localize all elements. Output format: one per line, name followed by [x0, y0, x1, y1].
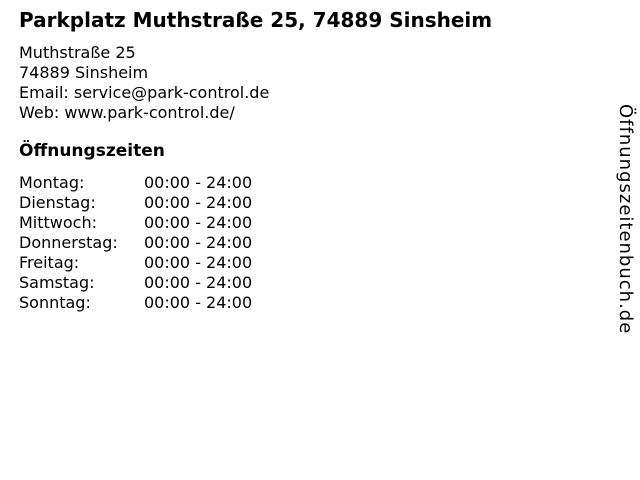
- day-label: Donnerstag:: [19, 233, 118, 252]
- address-city: 74889 Sinsheim: [19, 63, 149, 82]
- listing-page: Parkplatz Muthstraße 25, 74889 Sinsheim …: [19, 8, 600, 313]
- address-block: Muthstraße 25 74889 Sinsheim Email: serv…: [19, 43, 600, 123]
- opening-hours-row-thursday: Donnerstag: 00:00 - 24:00: [19, 233, 600, 253]
- email-line: Email: service@park-control.de: [19, 83, 270, 102]
- opening-hours-row-friday: Freitag: 00:00 - 24:00: [19, 253, 600, 273]
- day-label: Samstag:: [19, 273, 95, 292]
- page-title: Parkplatz Muthstraße 25, 74889 Sinsheim: [19, 8, 493, 32]
- time-value: 00:00 - 24:00: [144, 273, 253, 292]
- opening-hours-row-wednesday: Mittwoch: 00:00 - 24:00: [19, 213, 600, 233]
- web-line: Web: www.park-control.de/: [19, 103, 235, 122]
- day-label: Montag:: [19, 173, 85, 192]
- time-value: 00:00 - 24:00: [144, 193, 253, 212]
- time-value: 00:00 - 24:00: [144, 293, 253, 312]
- watermark-vertical-text: Öffnungszeitenbuch.de: [615, 104, 636, 335]
- opening-hours-row-monday: Montag: 00:00 - 24:00: [19, 173, 600, 193]
- day-label: Mittwoch:: [19, 213, 97, 232]
- day-label: Dienstag:: [19, 193, 96, 212]
- opening-hours-table: Montag: 00:00 - 24:00 Dienstag: 00:00 - …: [19, 173, 600, 313]
- day-label: Sonntag:: [19, 293, 91, 312]
- time-value: 00:00 - 24:00: [144, 233, 253, 252]
- day-label: Freitag:: [19, 253, 80, 272]
- time-value: 00:00 - 24:00: [144, 173, 253, 192]
- opening-hours-row-sunday: Sonntag: 00:00 - 24:00: [19, 293, 600, 313]
- opening-hours-row-tuesday: Dienstag: 00:00 - 24:00: [19, 193, 600, 213]
- opening-hours-row-saturday: Samstag: 00:00 - 24:00: [19, 273, 600, 293]
- time-value: 00:00 - 24:00: [144, 213, 253, 232]
- opening-hours-heading: Öffnungszeiten: [19, 141, 165, 161]
- address-street: Muthstraße 25: [19, 43, 136, 62]
- time-value: 00:00 - 24:00: [144, 253, 253, 272]
